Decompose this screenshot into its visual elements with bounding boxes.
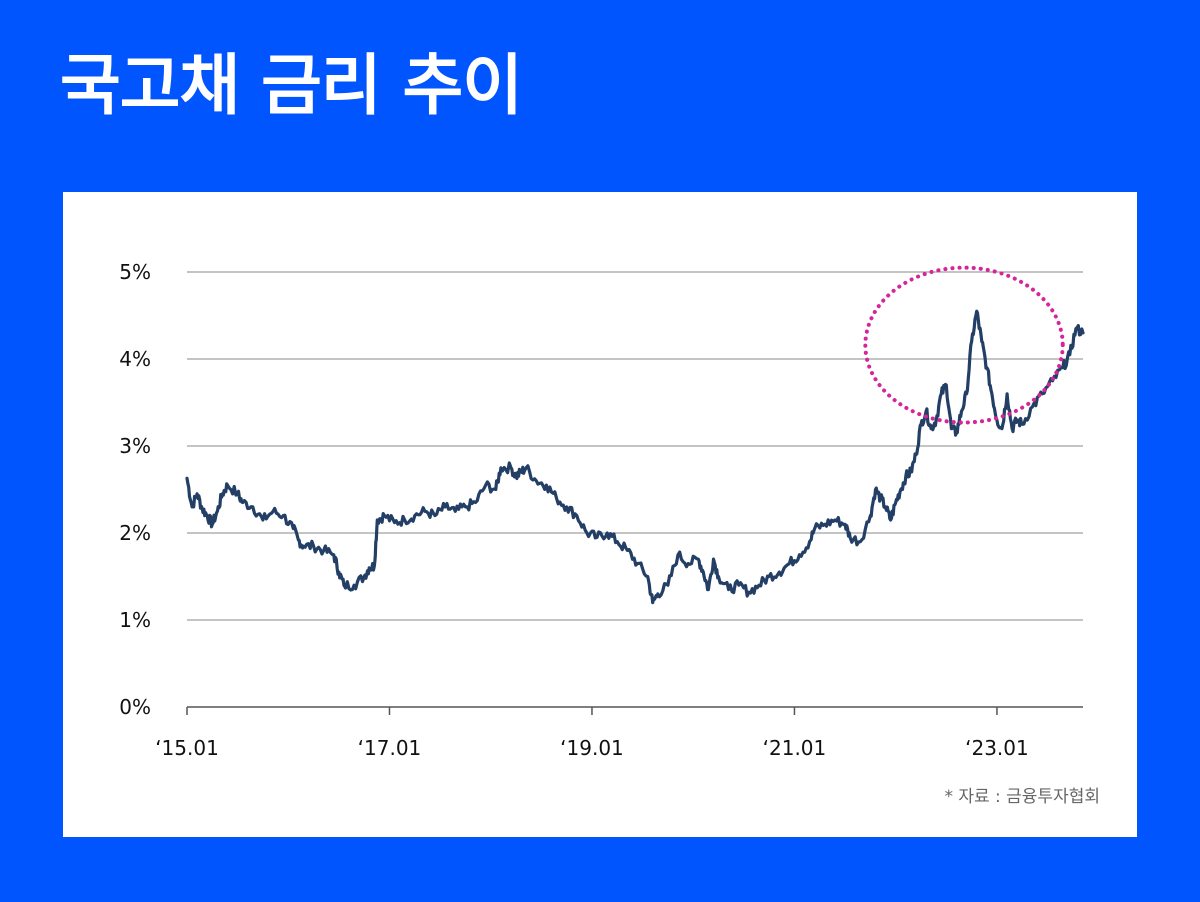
plot-area bbox=[185, 265, 1085, 605]
yield-series-line bbox=[185, 309, 1085, 605]
y-tick-label: 2% bbox=[119, 521, 151, 545]
y-tick-label: 4% bbox=[119, 347, 151, 371]
x-tick-label: ‘23.01 bbox=[965, 736, 1029, 760]
y-tick-label: 5% bbox=[119, 260, 151, 284]
highlight-ellipse bbox=[863, 265, 1065, 425]
y-tick-label: 3% bbox=[119, 434, 151, 458]
gridlines bbox=[187, 271, 1083, 708]
x-tick-label: ‘17.01 bbox=[358, 736, 422, 760]
y-tick-label: 0% bbox=[119, 695, 151, 719]
chart-card: 0% 1% 2% 3% 4% 5% ‘15.01 ‘17.01 ‘19.01 ‘21.01 ‘23.… bbox=[63, 192, 1137, 837]
y-tick-label: 1% bbox=[119, 608, 151, 632]
x-tick-label: ‘19.01 bbox=[560, 736, 624, 760]
page-title: 국고채 금리 추이 bbox=[60, 47, 523, 124]
yield-line-chart: 0% 1% 2% 3% 4% 5% ‘15.01 ‘17.01 ‘19.01 ‘21.01 ‘23.… bbox=[119, 260, 1085, 760]
x-tick-label: ‘15.01 bbox=[155, 736, 219, 760]
axis-ticks: 0% 1% 2% 3% 4% 5% ‘15.01 ‘17.01 ‘19.01 ‘21.01 ‘23.… bbox=[119, 260, 1028, 760]
source-note: * 자료 : 금융투자협회 bbox=[944, 787, 1100, 807]
x-tick-label: ‘21.01 bbox=[763, 736, 827, 760]
